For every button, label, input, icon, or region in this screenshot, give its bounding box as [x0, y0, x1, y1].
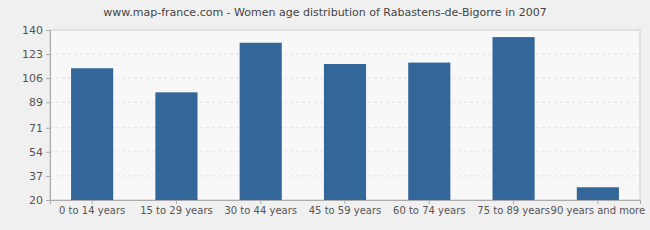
y-tick-label: 54	[29, 146, 43, 159]
bar	[324, 64, 366, 200]
bar	[493, 37, 535, 200]
x-tick-label: 0 to 14 years	[59, 205, 125, 216]
x-tick-label: 15 to 29 years	[140, 205, 213, 216]
x-tick: 90 years and more	[551, 200, 646, 216]
y-tick-mark	[46, 200, 50, 201]
bar	[577, 187, 619, 200]
x-tick-mark	[429, 200, 430, 204]
y-tick: 140	[22, 24, 50, 37]
y-tick-label: 20	[29, 194, 43, 207]
y-tick-label: 123	[22, 48, 43, 61]
x-axis: 0 to 14 years 15 to 29 years 30 to 44 year…	[51, 200, 646, 216]
bar	[240, 43, 282, 200]
y-tick-label: 71	[29, 122, 43, 135]
plot-frame	[50, 30, 640, 200]
y-tick: 54	[29, 146, 50, 159]
chart: www.map-france.com - Women age distribut…	[0, 0, 650, 230]
y-tick-mark	[46, 176, 50, 177]
title: www.map-france.com - Women age distribut…	[103, 6, 546, 19]
x-tick-label: 75 to 89 years	[477, 205, 550, 216]
y-tick: 106	[22, 72, 50, 85]
bars	[71, 37, 619, 200]
x-tick: 15 to 29 years	[140, 200, 213, 216]
x-tick-label: 30 to 44 years	[224, 205, 297, 216]
y-tick-label: 89	[29, 96, 43, 109]
background	[0, 0, 650, 230]
y-tick-label: 37	[29, 170, 43, 183]
y-tick-mark	[46, 30, 50, 31]
y-tick: 123	[22, 48, 50, 61]
grid-line	[50, 30, 640, 31]
y-tick-mark	[46, 152, 50, 153]
x-axis-line	[51, 201, 641, 205]
x-tick-mark	[92, 200, 93, 204]
y-tick: 89	[29, 96, 50, 109]
grid-line	[50, 54, 640, 55]
x-tick-label: 45 to 59 years	[309, 205, 382, 216]
y-tick-mark	[46, 54, 50, 55]
x-tick-mark	[597, 200, 598, 204]
grid	[50, 30, 640, 200]
y-tick: 71	[29, 122, 50, 135]
y-axis: 20 37 54 71 89 106 123 140	[22, 24, 51, 207]
y-axis-line	[46, 31, 51, 201]
y-tick: 37	[29, 170, 50, 183]
x-tick: 45 to 59 years	[309, 200, 382, 216]
bar	[155, 92, 197, 200]
x-tick-mark	[345, 200, 346, 204]
x-tick: 30 to 44 years	[224, 200, 297, 216]
x-tick-mark	[176, 200, 177, 204]
x-tick: 0 to 14 years	[59, 200, 125, 216]
plot: 20 37 54 71 89 106 123 140 0 to 14 years 15 to 29…	[22, 24, 645, 216]
y-tick-label: 106	[22, 72, 43, 85]
y-tick-mark	[46, 128, 50, 129]
y-tick-mark	[46, 78, 50, 79]
x-tick: 75 to 89 years	[477, 200, 550, 216]
bar	[408, 63, 450, 200]
y-tick: 20	[29, 194, 50, 207]
x-tick-label: 90 years and more	[551, 205, 646, 216]
y-tick-mark	[46, 102, 50, 103]
x-tick-label: 60 to 74 years	[393, 205, 466, 216]
y-tick-label: 140	[22, 24, 43, 37]
bar	[71, 68, 113, 200]
x-tick: 60 to 74 years	[393, 200, 466, 216]
x-tick-mark	[260, 200, 261, 204]
x-tick-mark	[513, 200, 514, 204]
